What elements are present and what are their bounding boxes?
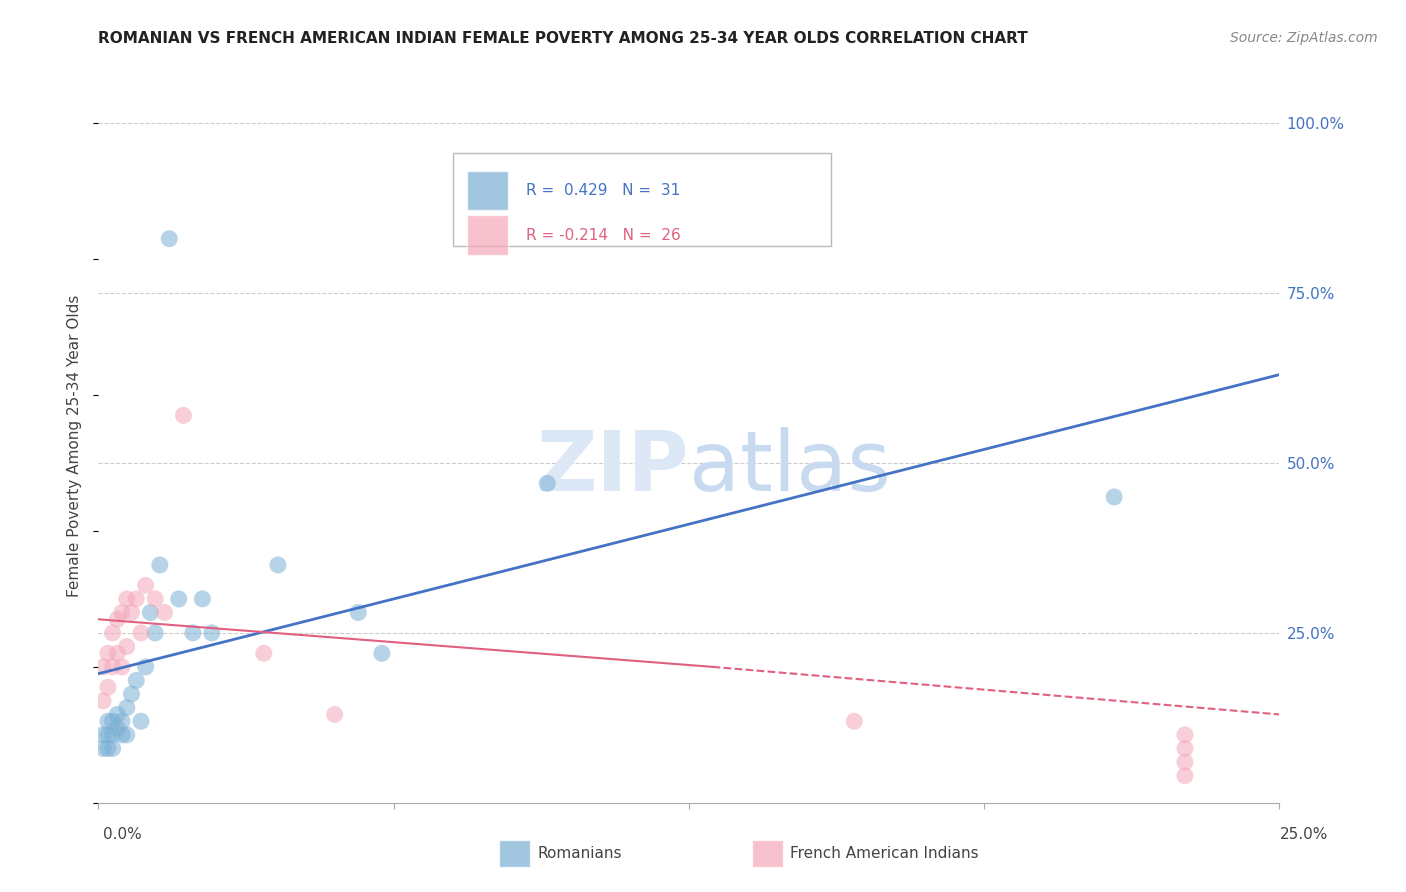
Point: [91, 694, 114, 708]
Point: [97, 680, 120, 694]
Point: [121, 687, 143, 701]
Point: [1174, 741, 1197, 756]
Point: [1174, 755, 1197, 769]
Text: atlas: atlas: [689, 427, 890, 508]
Point: [323, 707, 346, 722]
Point: [91, 741, 114, 756]
Bar: [467, 171, 508, 211]
Text: Source: ZipAtlas.com: Source: ZipAtlas.com: [1230, 31, 1378, 45]
Point: [125, 591, 148, 606]
Point: [181, 626, 204, 640]
Point: [143, 626, 166, 640]
Point: [115, 728, 138, 742]
Point: [125, 673, 148, 688]
Point: [347, 606, 370, 620]
Text: French American Indians: French American Indians: [790, 847, 979, 861]
Point: [172, 409, 194, 423]
Point: [101, 728, 124, 742]
Point: [111, 660, 134, 674]
Text: 25.0%: 25.0%: [1281, 827, 1329, 841]
Text: ROMANIAN VS FRENCH AMERICAN INDIAN FEMALE POVERTY AMONG 25-34 YEAR OLDS CORRELAT: ROMANIAN VS FRENCH AMERICAN INDIAN FEMAL…: [98, 31, 1028, 46]
Point: [91, 660, 114, 674]
Point: [129, 626, 152, 640]
Point: [1174, 728, 1197, 742]
Point: [371, 646, 394, 660]
Point: [115, 591, 138, 606]
Point: [143, 591, 166, 606]
Point: [105, 707, 128, 722]
Point: [844, 714, 866, 729]
Point: [111, 606, 134, 620]
Text: ZIP: ZIP: [537, 427, 689, 508]
Text: 0.0%: 0.0%: [103, 827, 142, 841]
Point: [101, 714, 124, 729]
Point: [1102, 490, 1125, 504]
Point: [91, 728, 114, 742]
Point: [105, 646, 128, 660]
Point: [267, 558, 290, 572]
Point: [97, 728, 120, 742]
Point: [129, 714, 152, 729]
Point: [253, 646, 276, 660]
Point: [97, 646, 120, 660]
Bar: [467, 216, 508, 255]
Point: [97, 741, 120, 756]
Y-axis label: Female Poverty Among 25-34 Year Olds: Female Poverty Among 25-34 Year Olds: [67, 295, 83, 597]
FancyBboxPatch shape: [453, 153, 831, 246]
Point: [111, 728, 134, 742]
Point: [135, 578, 157, 592]
Point: [97, 714, 120, 729]
Point: [139, 606, 162, 620]
Point: [153, 606, 176, 620]
Point: [167, 591, 190, 606]
Point: [101, 626, 124, 640]
Point: [536, 476, 558, 491]
Point: [157, 232, 180, 246]
Point: [101, 660, 124, 674]
Text: Romanians: Romanians: [537, 847, 621, 861]
Point: [191, 591, 214, 606]
Point: [201, 626, 224, 640]
Point: [135, 660, 157, 674]
Point: [149, 558, 172, 572]
Point: [105, 721, 128, 735]
Point: [121, 606, 143, 620]
Point: [115, 700, 138, 714]
Point: [1174, 769, 1197, 783]
Text: R = -0.214   N =  26: R = -0.214 N = 26: [526, 227, 681, 243]
Point: [105, 612, 128, 626]
Point: [101, 741, 124, 756]
Point: [115, 640, 138, 654]
Point: [111, 714, 134, 729]
Text: R =  0.429   N =  31: R = 0.429 N = 31: [526, 183, 681, 198]
